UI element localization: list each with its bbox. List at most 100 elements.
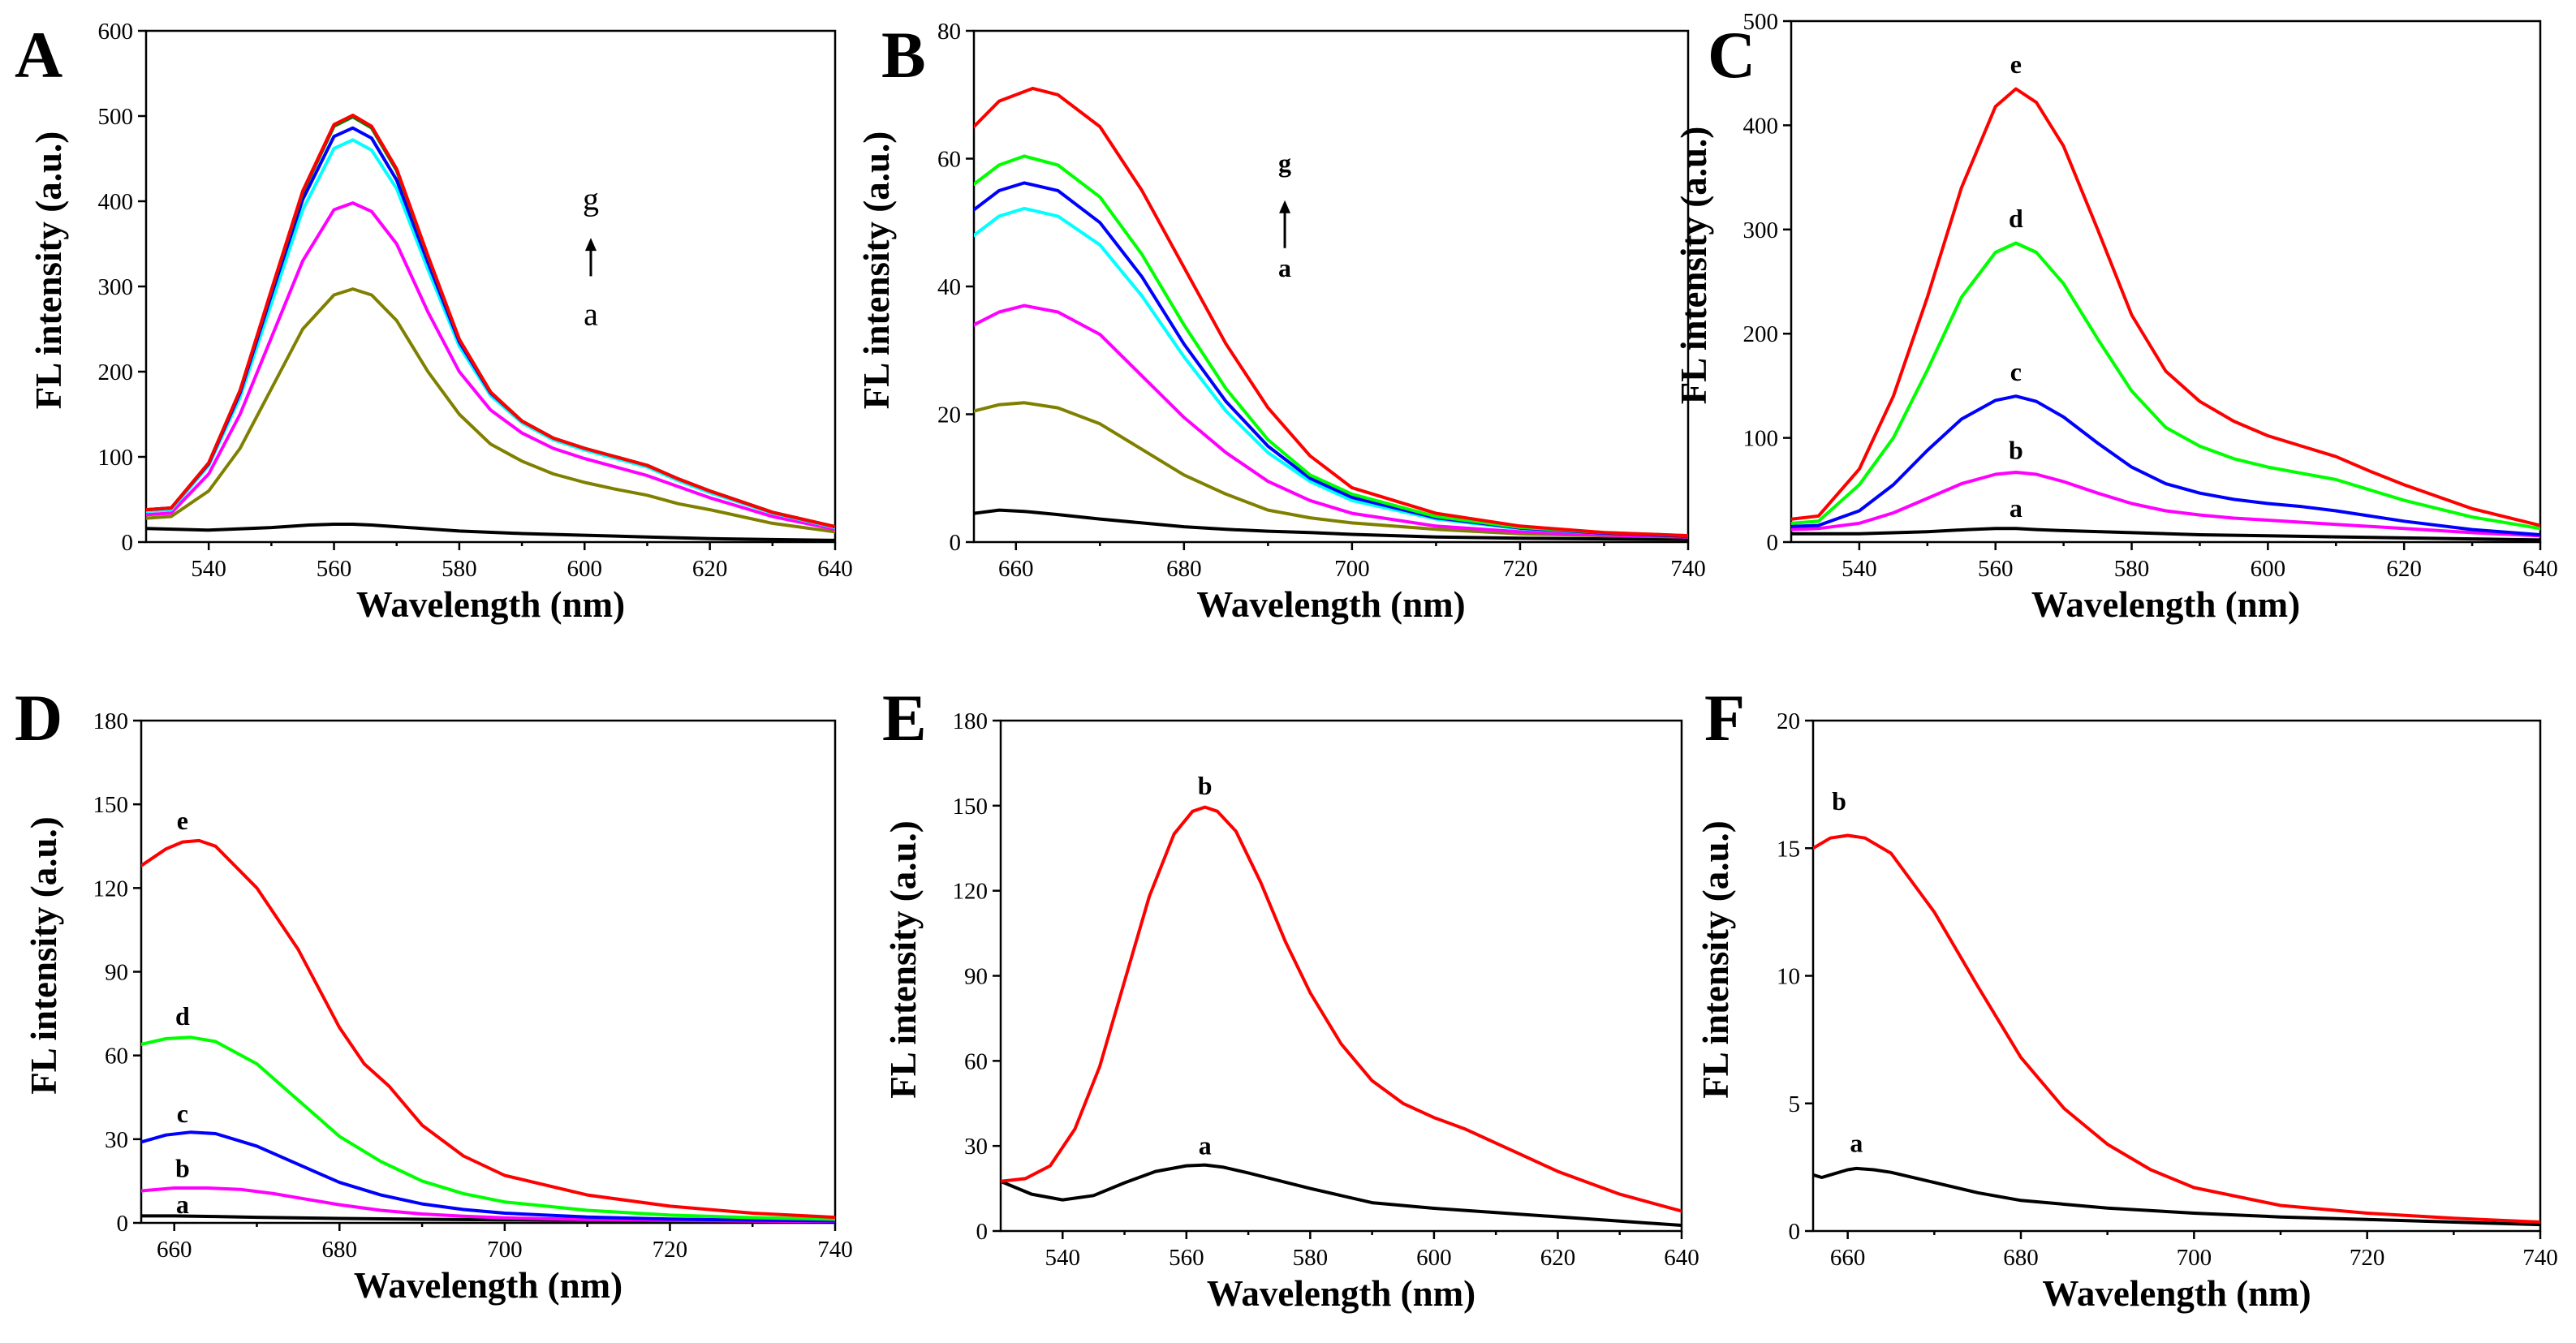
y-tick-label: 30 [105, 1127, 128, 1153]
arrow-up-icon [1279, 200, 1291, 213]
y-tick-label: 100 [98, 445, 134, 471]
x-axis-title: Wavelength (nm) [2031, 584, 2300, 625]
y-tick-label: 80 [937, 19, 961, 45]
x-tick-label: 700 [1334, 556, 1370, 582]
curve-label: d [2009, 204, 2023, 233]
y-tick-label: 0 [117, 1211, 129, 1237]
series-line-g [146, 114, 835, 529]
y-tick-label: 0 [1789, 1219, 1801, 1245]
series-line-f [146, 115, 835, 529]
y-tick-label: 90 [105, 960, 128, 986]
series-line-a [1791, 527, 2540, 542]
x-tick-label: 540 [191, 556, 226, 582]
series-line-a [1813, 1166, 2540, 1227]
series-line-c [1791, 394, 2540, 536]
y-axis-title: FL intensity (a.u.) [1674, 127, 1714, 405]
y-tick-label: 0 [1767, 530, 1779, 556]
series-line-d [146, 138, 835, 530]
x-axis-title: Wavelength (nm) [356, 584, 625, 625]
series-line-b [1001, 805, 1682, 1213]
y-tick-label: 120 [953, 879, 989, 905]
y-tick-label: 15 [1777, 836, 1800, 862]
x-axis-title: Wavelength (nm) [1207, 1273, 1475, 1314]
x-tick-label: 700 [2177, 1245, 2212, 1271]
x-tick-label: 640 [2522, 556, 2558, 582]
x-tick-label: 560 [317, 556, 352, 582]
panel-b: 660 680 700 720 740 0 20 40 60 80 Wavelength (nm) F… [856, 18, 1706, 625]
x-axis-title: Wavelength (nm) [2042, 1273, 2311, 1314]
y-tick-label: 180 [953, 708, 989, 734]
x-tick-label: 680 [2003, 1245, 2039, 1271]
series-line-c [141, 1130, 835, 1223]
plot-frame [1811, 719, 2542, 1233]
panel-letter: F [1704, 681, 1745, 755]
series-line-c [146, 201, 835, 532]
x-tick-label: 620 [2386, 556, 2422, 582]
panel-letter: E [882, 681, 927, 755]
series-line-d [1791, 241, 2540, 531]
panel-e: 540 560 580 600 620 640 0 30 60 90 120 150 180 Wavele… [882, 681, 1699, 1314]
y-tick-label: 10 [1777, 964, 1800, 990]
series-line-a [1001, 1163, 1682, 1227]
x-tick-label: 740 [817, 1237, 853, 1263]
x-tick-label: 540 [1842, 556, 1877, 582]
curve-label: a [176, 1190, 189, 1219]
panel-c: 540 560 580 600 620 640 0 100 200 300 400 500 Wavele… [1674, 9, 2558, 625]
series-line-f [974, 154, 1688, 538]
y-tick-label: 200 [98, 359, 134, 385]
plot-frame [1790, 19, 2542, 544]
x-tick-label: 640 [817, 556, 853, 582]
y-tick-label: 300 [1743, 217, 1779, 243]
x-tick-label: 600 [567, 556, 603, 582]
y-tick-label: 150 [93, 792, 129, 818]
arrow-up-icon [584, 238, 597, 252]
plot-frame [999, 719, 1683, 1233]
x-axis-title: Wavelength (nm) [354, 1265, 622, 1306]
y-tick-label: 0 [950, 530, 962, 556]
x-tick-label: 740 [2522, 1245, 2558, 1271]
y-tick-label: 180 [93, 708, 129, 734]
series-line-e [146, 126, 835, 529]
x-tick-label: 560 [1169, 1245, 1204, 1271]
x-tick-label: 740 [1670, 556, 1706, 582]
x-tick-label: 620 [692, 556, 728, 582]
x-tick-label: 680 [322, 1237, 358, 1263]
series-line-b [1791, 471, 2540, 538]
y-tick-label: 200 [1743, 321, 1779, 347]
curve-label: c [2010, 357, 2022, 386]
x-tick-label: 680 [1166, 556, 1202, 582]
x-tick-label: 660 [998, 556, 1034, 582]
x-tick-label: 700 [487, 1237, 523, 1263]
curve-label: g [1278, 148, 1291, 177]
curve-label: b [1198, 771, 1213, 800]
y-tick-label: 30 [964, 1134, 988, 1160]
x-tick-label: 720 [653, 1237, 688, 1263]
plot-frame [140, 719, 837, 1225]
curve-label: e [2010, 50, 2022, 79]
series-line-c [974, 303, 1688, 539]
curve-label: b [175, 1153, 190, 1182]
x-tick-label: 720 [2350, 1245, 2385, 1271]
curve-label: d [175, 1001, 190, 1031]
y-tick-label: 60 [105, 1044, 128, 1070]
x-tick-label: 560 [1978, 556, 2014, 582]
curve-label: e [177, 806, 188, 835]
panel-letter: C [1708, 18, 1755, 92]
curve-label: c [177, 1099, 188, 1128]
y-tick-label: 0 [976, 1219, 989, 1245]
series-line-d [141, 1035, 835, 1221]
series-line-a [146, 523, 835, 542]
series-line-b [974, 401, 1688, 539]
y-tick-label: 90 [964, 964, 988, 990]
y-tick-label: 60 [964, 1048, 988, 1074]
x-axis-title: Wavelength (nm) [1196, 584, 1465, 625]
plot-frame [144, 29, 837, 544]
y-tick-label: 500 [98, 104, 134, 130]
y-tick-label: 400 [98, 189, 134, 215]
panel-letter: B [881, 18, 926, 92]
x-tick-label: 620 [1540, 1245, 1576, 1271]
y-axis-title: FL intensity (a.u.) [856, 131, 897, 410]
series-line-b [141, 1186, 835, 1223]
panel-d: 660 680 700 720 740 0 30 60 90 120 150 180 Wavelengt… [15, 681, 853, 1306]
x-tick-label: 640 [1664, 1245, 1699, 1271]
